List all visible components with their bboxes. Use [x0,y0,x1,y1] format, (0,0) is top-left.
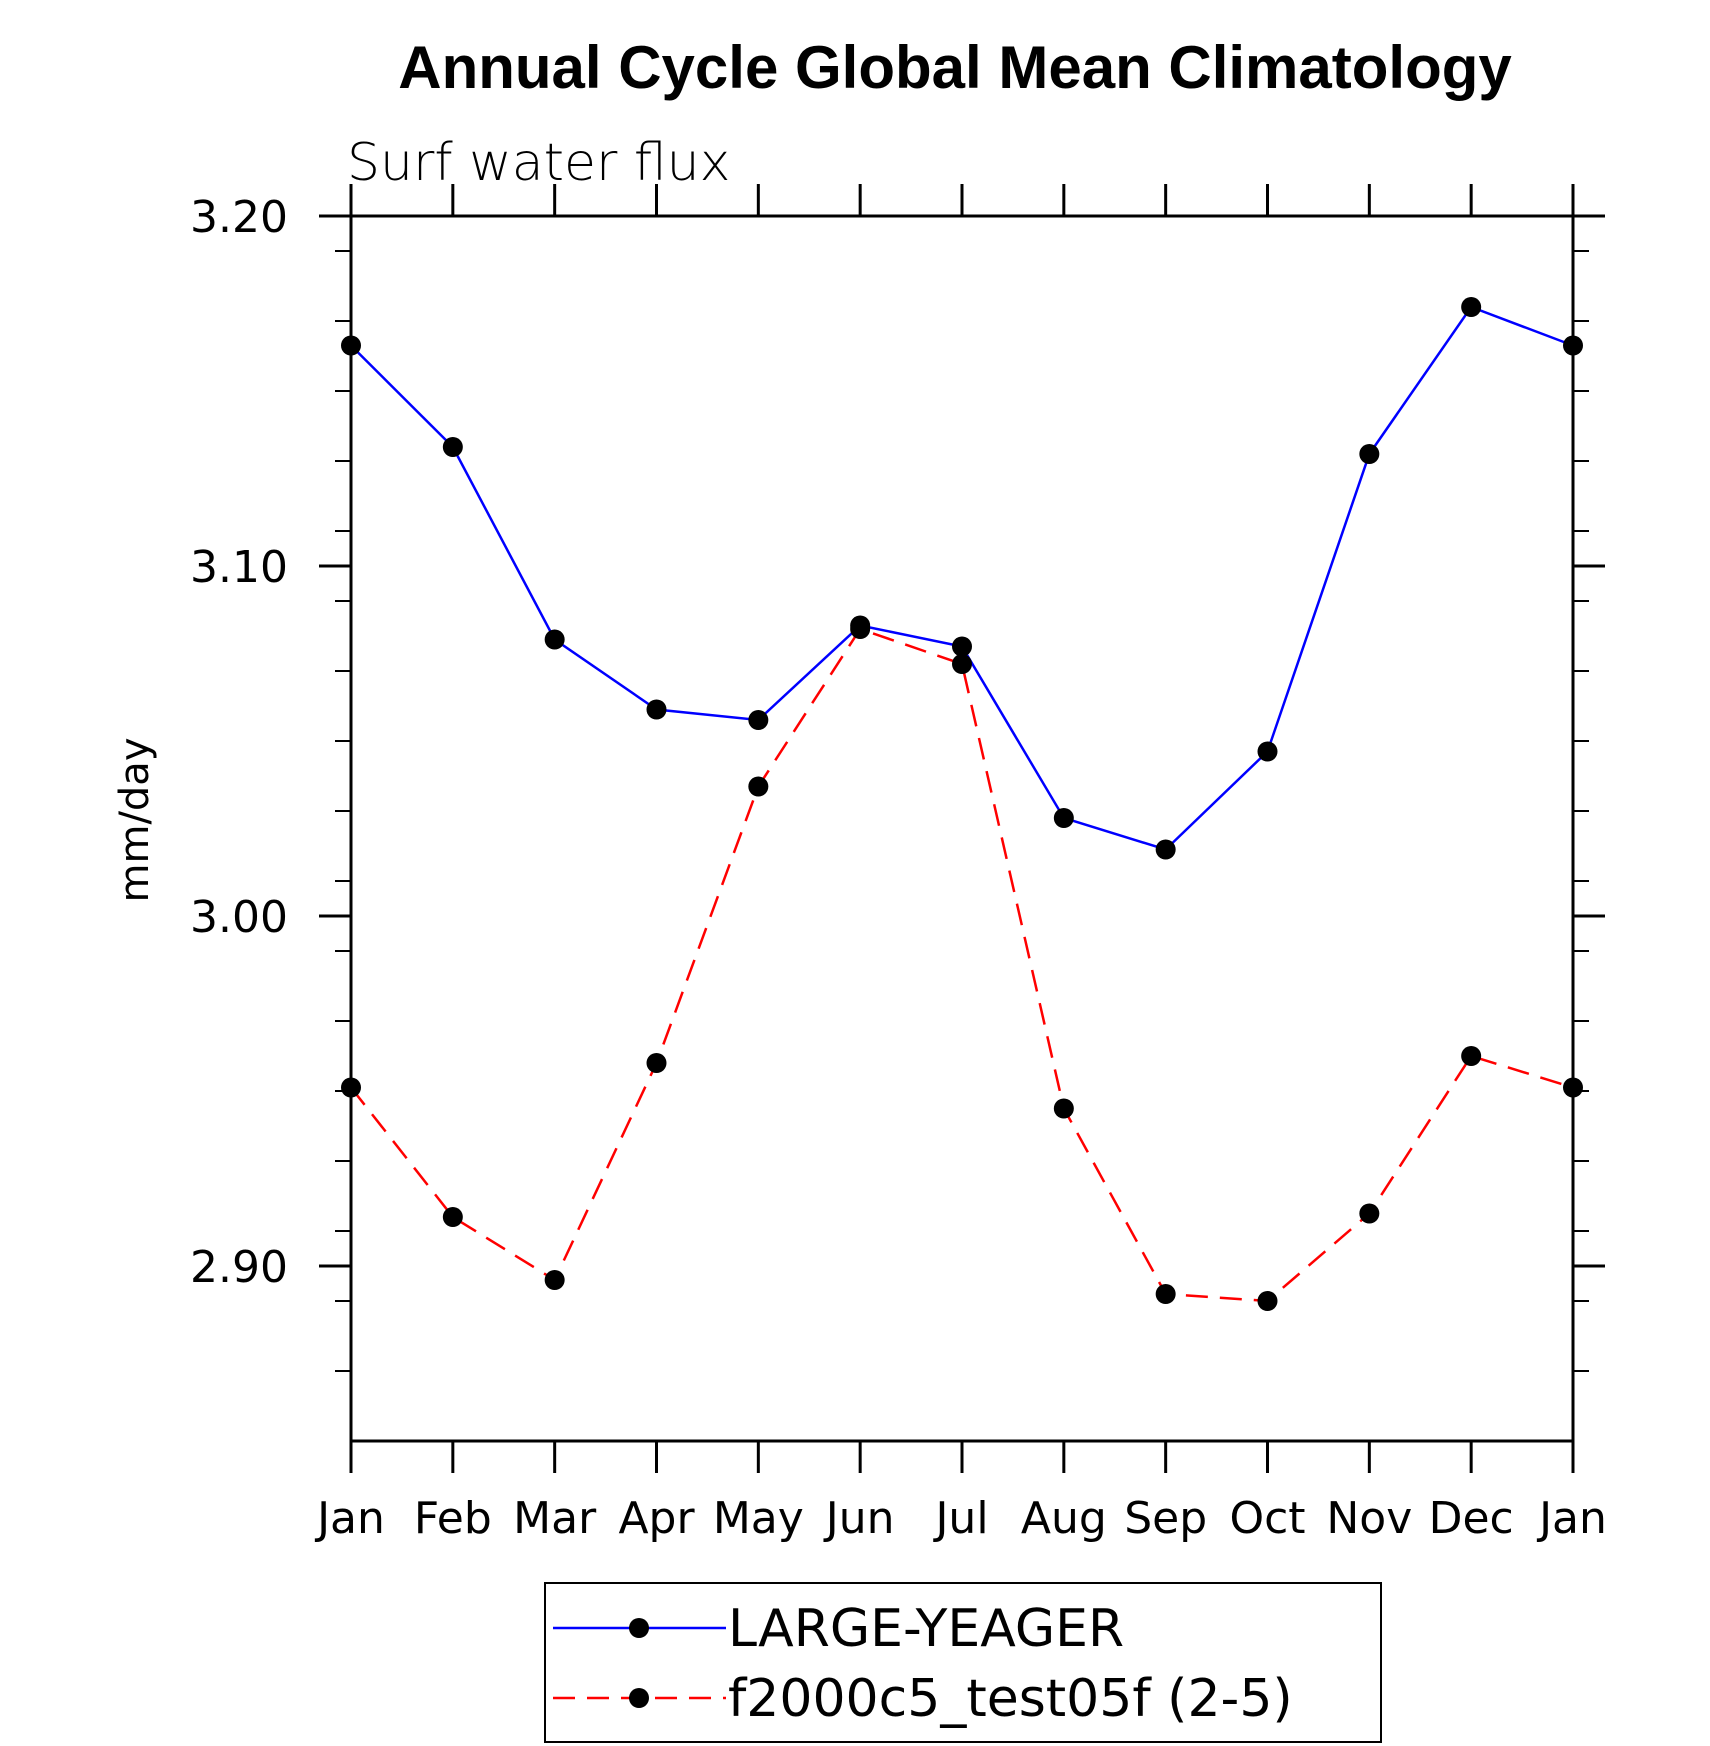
series-0-point [748,710,769,730]
x-tick-label: Apr [618,1493,695,1544]
series-1-point [1563,1077,1583,1098]
legend-marker-0 [629,1618,649,1638]
series-0-point [1257,741,1278,762]
series-1-point [1155,1284,1176,1304]
x-tick-label: Mar [513,1493,597,1544]
series-1-point [850,619,871,639]
x-tick-label: Jan [1536,1493,1607,1544]
y-axis-label: mm/day [112,738,158,903]
y-tick-label: 3.10 [190,542,288,593]
series-1-point [952,654,972,674]
y-tick-label: 3.00 [190,892,288,943]
y-tick-label: 2.90 [190,1242,288,1293]
series-0-point [1155,839,1176,860]
series-1-point [442,1207,463,1227]
series-line-0 [350,305,1574,851]
x-tick-label: Dec [1429,1493,1514,1544]
y-tick-label: 3.20 [190,192,288,243]
x-tick-label: Aug [1021,1493,1107,1544]
series-1-point [341,1077,361,1098]
chart-subtitle: Surf water flux [347,133,730,193]
x-tick-label: Jan [314,1493,385,1544]
legend-box [544,1582,1382,1743]
series-0-point [952,636,972,657]
series-0-point [1053,808,1074,828]
series-1-point [1359,1203,1380,1224]
series-0-point [544,629,565,650]
legend-label-0: LARGE-YEAGER [728,1599,1124,1659]
legend-marker-1 [629,1688,649,1708]
series-1-point [1461,1046,1482,1066]
plot-frame [349,214,1575,1443]
series-1-point [1257,1291,1278,1311]
legend-label-1: f2000c5_test05f (2-5) [728,1669,1293,1729]
series-0-point [442,437,463,457]
chart-title: Annual Cycle Global Mean Climatology [398,34,1512,101]
series-0-point [1359,444,1380,464]
x-tick-label: May [713,1493,804,1544]
x-tick-label: Jun [823,1493,895,1544]
x-tick-label: Jul [932,1493,988,1544]
plot-border [349,214,1575,1443]
x-tick-label: Sep [1124,1493,1207,1544]
series-0-point [1461,297,1482,317]
series-0-point [341,335,361,356]
series-layer [341,297,1583,1311]
series-1-point [748,776,769,797]
series-line-1 [350,627,1574,1303]
x-tick-label: Oct [1229,1493,1305,1544]
series-1-point [544,1270,565,1290]
series-0-point [646,699,667,720]
axis-ticks [319,184,1605,1473]
tick-labels: Jan Feb Mar Apr May Jun Jul Aug Sep Oct Nov Dec Jan 2… [190,192,1607,1544]
x-tick-label: Nov [1326,1493,1412,1544]
series-1-point [646,1053,667,1073]
legend: LARGE-YEAGER f2000c5_test05f (2-5) [544,1582,1382,1743]
series-0-point [1563,335,1583,356]
series-1-point [1053,1098,1074,1119]
x-tick-label: Feb [414,1493,492,1544]
